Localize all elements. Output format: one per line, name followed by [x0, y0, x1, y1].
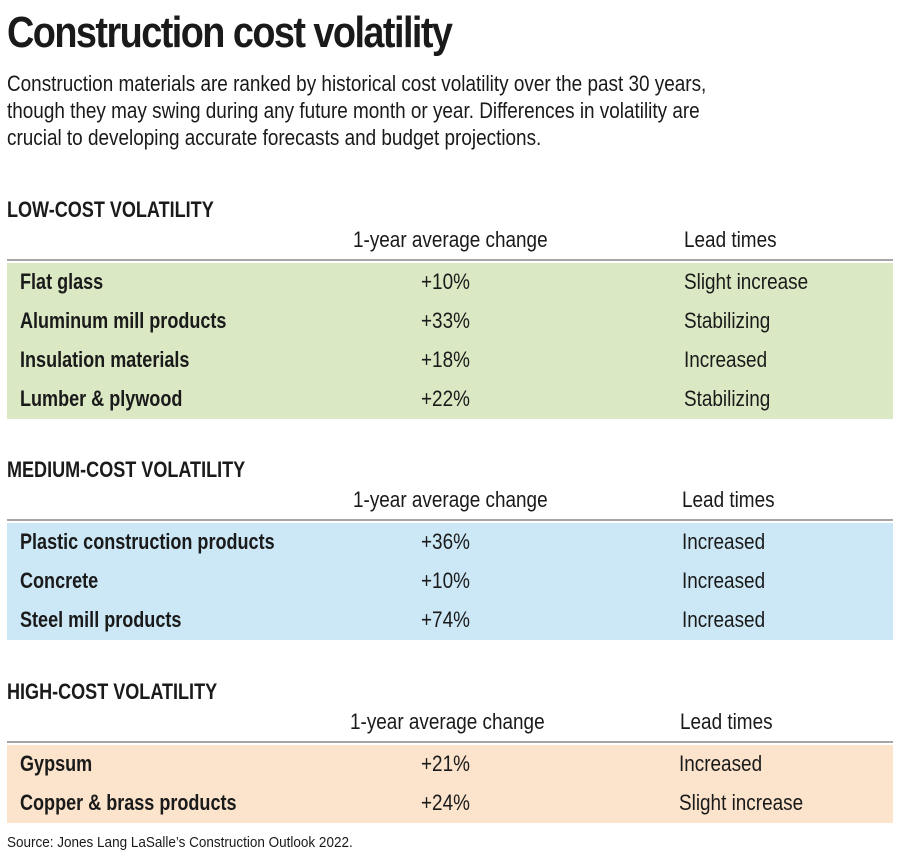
column-header-change: 1-year average change [353, 487, 548, 512]
change-value: +24% [421, 790, 470, 815]
lead-time-value: Stabilizing [684, 308, 771, 333]
column-header-lead-times: Lead times [680, 709, 773, 734]
change-value: +33% [421, 308, 470, 333]
lead-time-value: Slight increase [684, 269, 809, 294]
intro-line: Construction materials are ranked by his… [7, 71, 707, 96]
table-row: Flat glass +10% Slight increase [7, 263, 893, 302]
material-name: Lumber & plywood [20, 386, 183, 411]
table-body: Plastic construction products +36% Incre… [7, 523, 893, 640]
material-name: Steel mill products [20, 607, 182, 632]
divider [7, 259, 893, 261]
section-title: LOW-COST VOLATILITY [7, 197, 214, 222]
intro-line: though they may swing during any future … [7, 98, 700, 123]
intro-line: crucial to developing accurate forecasts… [7, 125, 542, 150]
material-name: Flat glass [20, 269, 104, 294]
lead-time-value: Increased [682, 529, 766, 554]
material-name: Aluminum mill products [20, 308, 227, 333]
table-row: Copper & brass products +24% Slight incr… [7, 784, 893, 823]
table-row: Aluminum mill products +33% Stabilizing [7, 302, 893, 341]
lead-time-value: Slight increase [679, 790, 804, 815]
column-header-change: 1-year average change [350, 709, 545, 734]
lead-time-value: Increased [682, 568, 766, 593]
material-name: Gypsum [20, 751, 93, 776]
table-row: Lumber & plywood +22% Stabilizing [7, 380, 893, 419]
column-header-change: 1-year average change [353, 227, 548, 252]
table-body: Gypsum +21% Increased Copper & brass pro… [7, 745, 893, 823]
table-row: Gypsum +21% Increased [7, 745, 893, 784]
table-row: Plastic construction products +36% Incre… [7, 523, 893, 562]
intro-paragraph: Construction materials are ranked by his… [7, 70, 867, 151]
change-value: +74% [421, 607, 470, 632]
material-name: Copper & brass products [20, 790, 237, 815]
page-title: Construction cost volatility [7, 8, 453, 57]
change-value: +22% [421, 386, 470, 411]
material-name: Insulation materials [20, 347, 190, 372]
table-row: Insulation materials +18% Increased [7, 341, 893, 380]
divider [7, 741, 893, 743]
column-header-lead-times: Lead times [684, 227, 777, 252]
table-body: Flat glass +10% Slight increase Aluminum… [7, 263, 893, 419]
change-value: +10% [421, 568, 470, 593]
table-row: Concrete +10% Increased [7, 562, 893, 601]
column-header-lead-times: Lead times [682, 487, 775, 512]
table-row: Steel mill products +74% Increased [7, 601, 893, 640]
lead-time-value: Increased [679, 751, 763, 776]
lead-time-value: Increased [684, 347, 768, 372]
change-value: +21% [421, 751, 470, 776]
material-name: Concrete [20, 568, 99, 593]
section-title: HIGH-COST VOLATILITY [7, 679, 218, 704]
divider [7, 519, 893, 521]
lead-time-value: Stabilizing [684, 386, 771, 411]
change-value: +10% [421, 269, 470, 294]
source-note: Source: Jones Lang LaSalle’s Constructio… [7, 834, 353, 851]
lead-time-value: Increased [682, 607, 766, 632]
section-title: MEDIUM-COST VOLATILITY [7, 457, 246, 482]
material-name: Plastic construction products [20, 529, 275, 554]
change-value: +36% [421, 529, 470, 554]
change-value: +18% [421, 347, 470, 372]
